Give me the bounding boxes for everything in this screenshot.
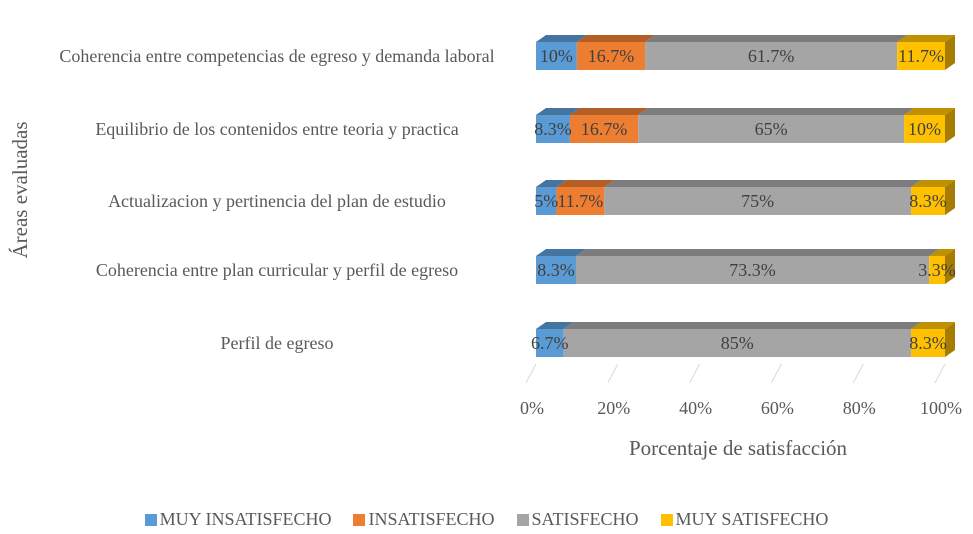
data-label: 10% bbox=[540, 46, 573, 66]
legend-item: SATISFECHO bbox=[516, 509, 639, 530]
legend-swatch bbox=[516, 513, 529, 526]
data-label: 11.7% bbox=[898, 46, 944, 66]
bar bbox=[536, 187, 557, 215]
bar-side bbox=[945, 108, 955, 143]
grid-line bbox=[525, 363, 537, 384]
bar bbox=[638, 115, 905, 143]
legend-item: MUY INSATISFECHO bbox=[144, 509, 332, 530]
data-label: 6.7% bbox=[531, 333, 569, 353]
bar-top bbox=[897, 35, 955, 42]
bar bbox=[536, 256, 576, 284]
data-label: 8.3% bbox=[537, 260, 575, 280]
data-label: 73.3% bbox=[729, 260, 776, 280]
bar bbox=[929, 256, 945, 284]
bar-side bbox=[945, 322, 955, 357]
bar-top bbox=[556, 180, 615, 187]
bar-top bbox=[576, 35, 656, 42]
bar-top bbox=[536, 35, 587, 42]
legend-swatch bbox=[353, 513, 366, 526]
legend-label: MUY INSATISFECHO bbox=[159, 509, 332, 529]
grid-line bbox=[770, 363, 782, 384]
x-tick-label: 60% bbox=[761, 398, 794, 418]
legend-label: INSATISFECHO bbox=[368, 509, 495, 529]
bar-top bbox=[536, 249, 586, 256]
data-label: 8.3% bbox=[909, 333, 947, 353]
grid-line bbox=[689, 363, 701, 384]
bar bbox=[569, 115, 639, 143]
bar bbox=[575, 256, 930, 284]
x-tick-label: 0% bbox=[520, 398, 544, 418]
x-tick-label: 20% bbox=[597, 398, 630, 418]
bar-top bbox=[929, 249, 955, 256]
bar-side bbox=[945, 35, 955, 70]
data-label: 10% bbox=[908, 119, 941, 139]
category-label: Coherencia entre competencias de egreso … bbox=[59, 46, 495, 66]
legend: MUY INSATISFECHO INSATISFECHO SATISFECHO MU… bbox=[0, 509, 973, 530]
bar-side bbox=[945, 249, 955, 284]
legend-label: SATISFECHO bbox=[531, 509, 639, 529]
category-label: Equilibrio de los contenidos entre teori… bbox=[95, 119, 459, 139]
bar-top bbox=[569, 108, 649, 115]
bar bbox=[904, 115, 945, 143]
data-label: 65% bbox=[755, 119, 788, 139]
bar bbox=[563, 329, 912, 357]
grid-line bbox=[934, 363, 946, 384]
data-label: 16.7% bbox=[588, 46, 635, 66]
grid-line bbox=[607, 363, 619, 384]
bar-top bbox=[645, 35, 908, 42]
bar-top bbox=[536, 108, 580, 115]
x-axis-title: Porcentaje de satisfacción bbox=[629, 436, 848, 460]
bar-top bbox=[604, 180, 922, 187]
data-label: 16.7% bbox=[581, 119, 628, 139]
data-label: 3.3% bbox=[918, 260, 956, 280]
x-tick-label: 100% bbox=[920, 398, 962, 418]
bar-side bbox=[945, 180, 955, 215]
bar-top bbox=[563, 322, 922, 329]
data-label: 8.3% bbox=[909, 191, 947, 211]
bar bbox=[604, 187, 912, 215]
category-label: Actualizacion y pertinencia del plan de … bbox=[108, 191, 446, 211]
legend-item: MUY SATISFECHO bbox=[660, 509, 829, 530]
y-axis-title: Áreas evaluadas bbox=[8, 121, 32, 258]
legend-item: INSATISFECHO bbox=[353, 509, 495, 530]
x-tick-label: 80% bbox=[843, 398, 876, 418]
data-label: 5% bbox=[534, 191, 558, 211]
data-label: 8.3% bbox=[534, 119, 572, 139]
data-label: 85% bbox=[721, 333, 754, 353]
legend-label: MUY SATISFECHO bbox=[675, 509, 829, 529]
bar bbox=[911, 329, 945, 357]
bar-top bbox=[911, 322, 955, 329]
data-label: 75% bbox=[741, 191, 774, 211]
bar bbox=[897, 42, 945, 70]
bar-top bbox=[536, 180, 567, 187]
bar bbox=[536, 115, 570, 143]
bar-top bbox=[904, 108, 955, 115]
category-label: Coherencia entre plan curricular y perfi… bbox=[95, 260, 459, 280]
bar-top bbox=[911, 180, 955, 187]
x-tick-label: 40% bbox=[679, 398, 712, 418]
bar bbox=[536, 42, 577, 70]
bar bbox=[645, 42, 898, 70]
bar bbox=[576, 42, 646, 70]
bar-top bbox=[638, 108, 915, 115]
grid-line bbox=[852, 363, 864, 384]
bar-top bbox=[536, 322, 574, 329]
bar-top bbox=[575, 249, 940, 256]
category-label: Perfil de egreso bbox=[220, 333, 334, 353]
data-label: 61.7% bbox=[748, 46, 795, 66]
legend-swatch bbox=[144, 513, 157, 526]
legend-swatch bbox=[660, 513, 673, 526]
bar bbox=[536, 329, 564, 357]
bar bbox=[556, 187, 605, 215]
data-label: 11.7% bbox=[557, 191, 603, 211]
bar bbox=[911, 187, 945, 215]
